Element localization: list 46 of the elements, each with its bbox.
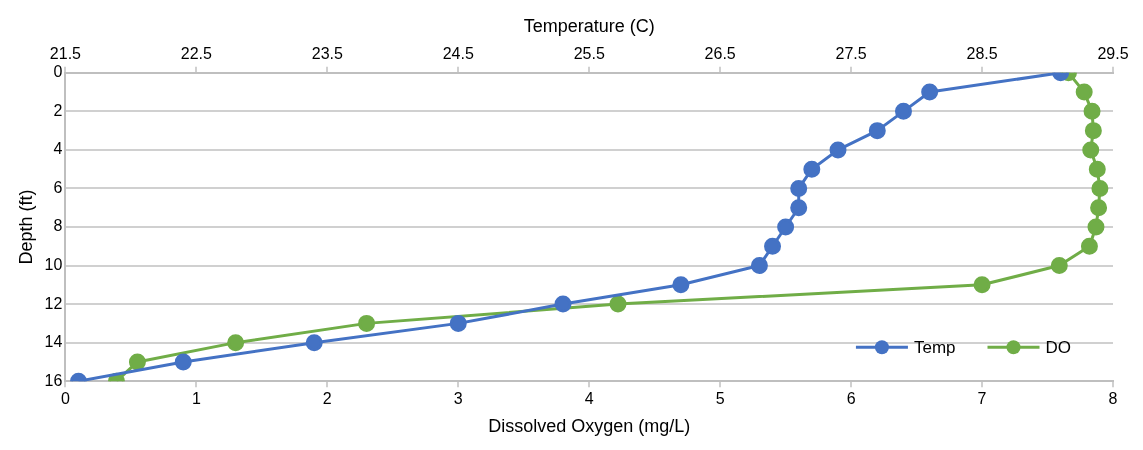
y-axis-title: Depth (ft) (15, 189, 36, 265)
x-tick-label: 8 (1108, 390, 1118, 408)
point (1084, 122, 1102, 140)
x-axis-title: Dissolved Oxygen (mg/L) (488, 416, 691, 437)
y-tick-label: 16 (44, 371, 63, 389)
legend-label: DO (1045, 337, 1071, 357)
x2-tick-label: 27.5 (835, 44, 867, 62)
y-tick-label: 6 (53, 178, 63, 196)
point (1050, 257, 1068, 275)
point (128, 353, 146, 371)
y-tick-label: 10 (44, 255, 63, 273)
x2-tick-label: 21.5 (49, 44, 82, 62)
x-tick-label: 6 (846, 390, 856, 408)
y-tick-label: 2 (53, 101, 63, 119)
x2-tick-label: 23.5 (311, 44, 343, 62)
x2-tick-label: 24.5 (442, 44, 474, 62)
legend-label: Temp (913, 337, 956, 357)
point (973, 276, 991, 294)
x2-axis-title: Temperature (C) (523, 15, 655, 36)
point (1075, 83, 1093, 101)
x2-tick-label: 22.5 (180, 44, 213, 62)
point (358, 314, 376, 332)
y-tick-label: 4 (53, 140, 63, 158)
x2-tick-label: 25.5 (573, 44, 605, 62)
x-tick-label: 1 (191, 390, 201, 408)
point (1083, 102, 1101, 120)
point (1087, 218, 1105, 236)
x2-tick-label: 29.5 (1097, 44, 1129, 62)
y-tick-label: 14 (44, 333, 63, 351)
point (1080, 237, 1098, 255)
x-tick-label: 7 (977, 390, 987, 408)
y-tick-label: 0 (53, 63, 63, 81)
point (1082, 141, 1100, 159)
y-tick-label: 8 (53, 217, 63, 235)
x-tick-label: 3 (453, 390, 463, 408)
x-tick-label: 4 (584, 390, 594, 408)
point (609, 295, 627, 313)
point (227, 334, 245, 352)
x-tick-label: 5 (715, 390, 725, 408)
point (1091, 179, 1109, 197)
x-tick-label: 2 (322, 390, 332, 408)
x2-tick-label: 28.5 (966, 44, 998, 62)
x2-tick-label: 26.5 (704, 44, 736, 62)
y-tick-label: 12 (44, 294, 63, 312)
point (1088, 160, 1106, 178)
point (1090, 199, 1108, 217)
